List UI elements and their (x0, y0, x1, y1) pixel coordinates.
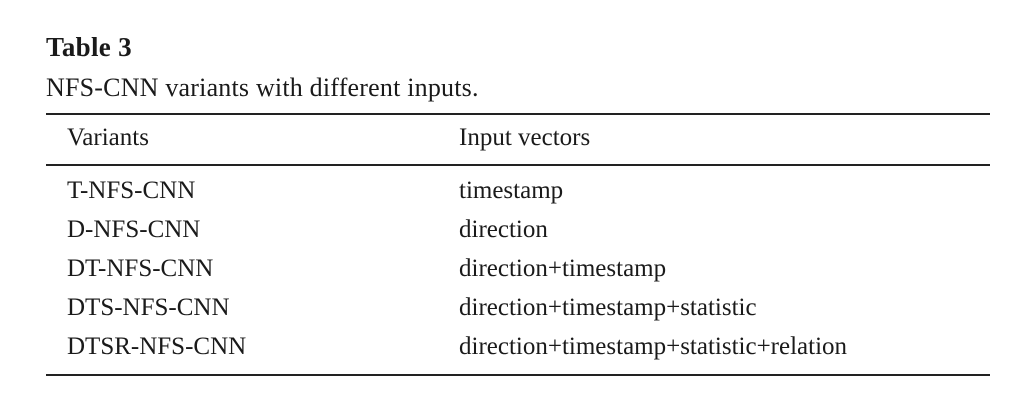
variant-cell: DTSR-NFS-CNN (67, 333, 247, 360)
table-row: DTSR-NFS-CNN direction+timestamp+statist… (0, 329, 1024, 368)
variant-cell: T-NFS-CNN (67, 177, 196, 204)
table-body: T-NFS-CNN timestamp D-NFS-CNN direction … (0, 173, 1024, 373)
input-vectors-cell: direction (459, 216, 548, 243)
table-row: D-NFS-CNN direction (0, 212, 1024, 251)
table-caption: NFS-CNN variants with different inputs. (46, 73, 479, 102)
variant-cell: DTS-NFS-CNN (67, 294, 230, 321)
table-row: T-NFS-CNN timestamp (0, 173, 1024, 212)
input-vectors-cell: timestamp (459, 177, 564, 204)
variant-cell: D-NFS-CNN (67, 216, 201, 243)
table-row: DT-NFS-CNN direction+timestamp (0, 251, 1024, 290)
input-vectors-cell: direction+timestamp+statistic+relation (459, 333, 848, 360)
input-vectors-cell: direction+timestamp+statistic (459, 294, 757, 321)
column-header-variants: Variants (67, 124, 149, 151)
table-number: Table 3 (46, 32, 132, 62)
variant-cell: DT-NFS-CNN (67, 255, 214, 282)
table-bottom-rule (46, 374, 990, 376)
table-header-row: Variants Input vectors (0, 117, 1024, 161)
table-row: DTS-NFS-CNN direction+timestamp+statisti… (0, 290, 1024, 329)
input-vectors-cell: direction+timestamp (459, 255, 667, 282)
table-header-rule (46, 164, 990, 166)
table-top-rule (46, 113, 990, 115)
column-header-input-vectors: Input vectors (459, 124, 591, 151)
